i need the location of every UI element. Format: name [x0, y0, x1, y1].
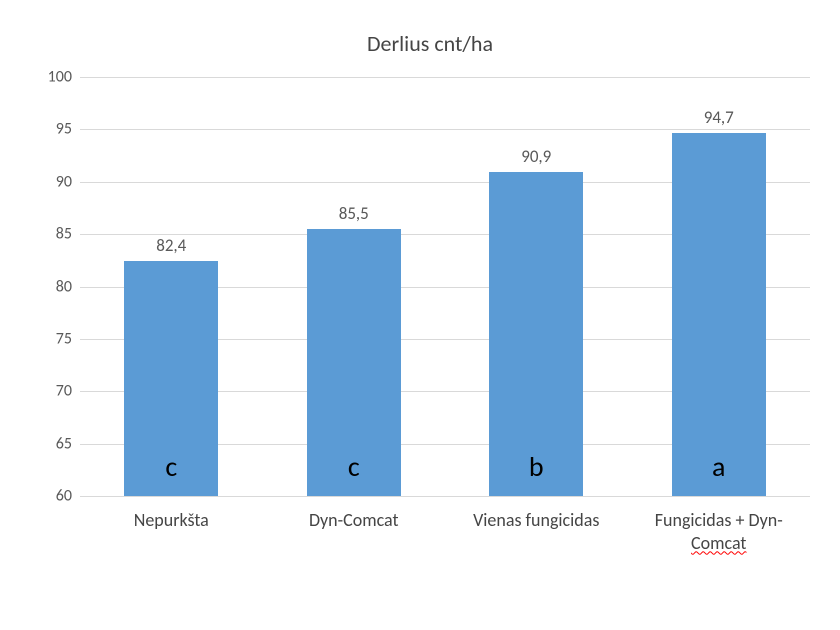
bar-value-label: 85,5	[339, 203, 369, 224]
y-tick-label: 70	[42, 382, 72, 401]
y-tick-label: 60	[42, 487, 72, 506]
x-tick-label: Fungicidas + Dyn-Comcat	[628, 509, 811, 556]
y-tick-label: 75	[42, 329, 72, 348]
x-tick-label: Vienas fungicidas	[445, 509, 628, 556]
x-tick-label: Dyn-Comcat	[263, 509, 446, 556]
bar-value-label: 90,9	[521, 146, 551, 167]
bar-value-label: 94,7	[704, 107, 734, 128]
y-tick-label: 85	[42, 225, 72, 244]
chart-container: Derlius cnt/ha 60 65 70 75 80 85 90 95 100 82,4 c…	[40, 30, 820, 610]
y-tick-label: 95	[42, 120, 72, 139]
y-tick-label: 100	[42, 68, 72, 87]
bar-group: 82,4 c	[80, 77, 263, 496]
bars-row: 82,4 c 85,5 c 90,9 b 94,7 a	[80, 77, 810, 496]
bar-group: 85,5 c	[263, 77, 446, 496]
y-tick-label: 80	[42, 277, 72, 296]
bar: 82,4c	[124, 261, 218, 496]
chart-title: Derlius cnt/ha	[40, 30, 820, 57]
plot-area: 6065707580859095100 82,4c85,5c90,9b94,7a	[80, 77, 810, 497]
bar-significance-letter: c	[165, 449, 177, 484]
gridline	[80, 496, 810, 497]
bar-value-label: 82,4	[156, 235, 186, 256]
bar: 85,5c	[307, 229, 401, 496]
x-tick-label: Nepurkšta	[80, 509, 263, 556]
y-tick-label: 90	[42, 172, 72, 191]
bar-significance-letter: c	[348, 449, 360, 484]
bar: 90,9b	[489, 172, 583, 496]
bar-group: 90,9 b	[445, 77, 628, 496]
y-tick-label: 65	[42, 434, 72, 453]
bar-significance-letter: b	[529, 449, 544, 484]
bar: 94,7a	[672, 133, 766, 496]
bar-group: 94,7 a	[628, 77, 811, 496]
bar-significance-letter: a	[712, 449, 725, 484]
x-axis-labels: NepurkštaDyn-ComcatVienas fungicidasFung…	[80, 509, 810, 556]
